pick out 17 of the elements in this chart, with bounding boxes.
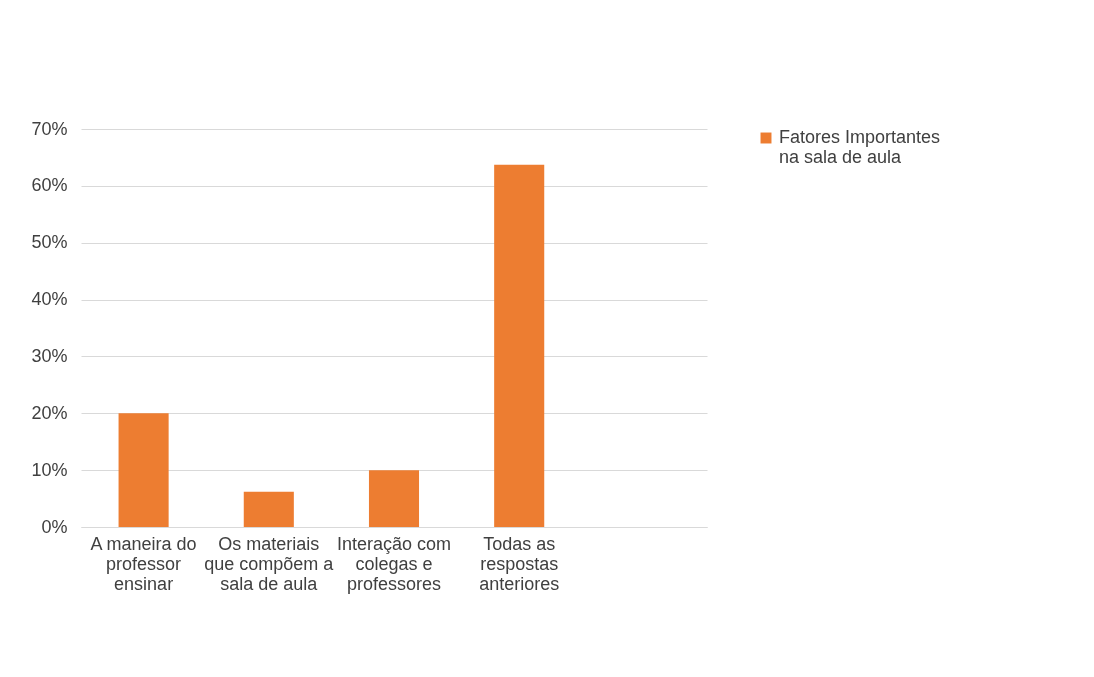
bar — [494, 164, 545, 527]
x-tick-label: Os materiais que compõem a sala de aula — [204, 533, 335, 594]
y-tick-label: 60% — [31, 175, 68, 196]
y-tick-label: 40% — [31, 289, 68, 310]
y-tick-label: 0% — [41, 516, 68, 537]
y-tick-label: 70% — [31, 118, 68, 139]
x-tick-label: Interação com colegas e professores — [336, 533, 452, 594]
y-tick-label: 10% — [31, 459, 68, 480]
bar — [118, 413, 169, 527]
bar — [368, 470, 420, 527]
y-tick-label: 50% — [31, 232, 68, 253]
y-tick-label: 30% — [31, 345, 68, 366]
x-tick-label: A maneira do professor ensinar — [90, 533, 197, 594]
legend-label: Fatores Importantes na sala de aula — [779, 127, 941, 167]
y-tick-label: 20% — [31, 402, 68, 423]
x-tick-label: Todas as respostas anteriores — [479, 533, 560, 594]
bar — [243, 491, 294, 527]
